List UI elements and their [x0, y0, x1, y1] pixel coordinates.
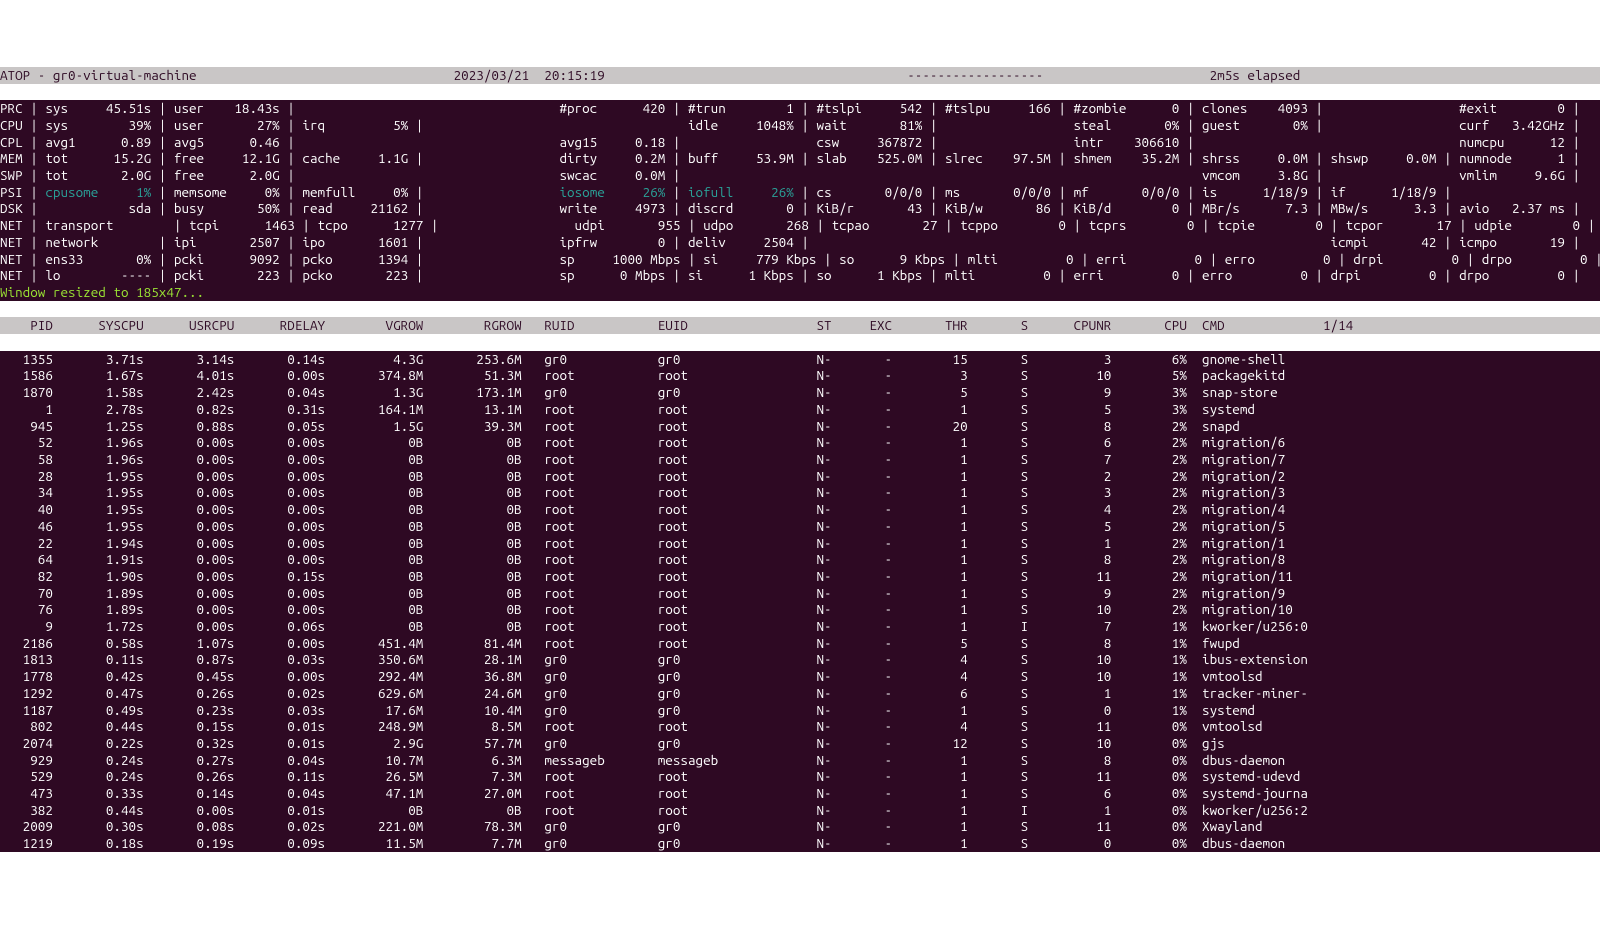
process-row[interactable]: 1292 0.47s 0.26s 0.02s 629.6M 24.6M gr0 …: [0, 685, 1600, 702]
process-row[interactable]: 929 0.24s 0.27s 0.04s 10.7M 6.3M message…: [0, 752, 1600, 769]
process-row[interactable]: 1870 1.58s 2.42s 0.04s 1.3G 173.1M gr0 g…: [0, 384, 1600, 401]
process-row[interactable]: 76 1.89s 0.00s 0.00s 0B 0B root root N- …: [0, 601, 1600, 618]
process-row[interactable]: 529 0.24s 0.26s 0.11s 26.5M 7.3M root ro…: [0, 768, 1600, 785]
process-row[interactable]: 1355 3.71s 3.14s 0.14s 4.3G 253.6M gr0 g…: [0, 351, 1600, 368]
process-row[interactable]: 2074 0.22s 0.32s 0.01s 2.9G 57.7M gr0 gr…: [0, 735, 1600, 752]
atop-process-header: PID SYSCPU USRCPU RDELAY VGROW RGROW RUI…: [0, 317, 1600, 334]
process-row[interactable]: 382 0.44s 0.00s 0.01s 0B 0B root root N-…: [0, 802, 1600, 819]
process-row[interactable]: 1778 0.42s 0.45s 0.00s 292.4M 36.8M gr0 …: [0, 668, 1600, 685]
atop-process-list[interactable]: 1355 3.71s 3.14s 0.14s 4.3G 253.6M gr0 g…: [0, 351, 1600, 852]
process-row[interactable]: 1187 0.49s 0.23s 0.03s 17.6M 10.4M gr0 g…: [0, 702, 1600, 719]
process-row[interactable]: 22 1.94s 0.00s 0.00s 0B 0B root root N- …: [0, 535, 1600, 552]
process-row[interactable]: 9 1.72s 0.00s 0.06s 0B 0B root root N- -…: [0, 618, 1600, 635]
process-row[interactable]: 802 0.44s 0.15s 0.01s 248.9M 8.5M root r…: [0, 718, 1600, 735]
process-row[interactable]: 2186 0.58s 1.07s 0.00s 451.4M 81.4M root…: [0, 635, 1600, 652]
process-row[interactable]: 46 1.95s 0.00s 0.00s 0B 0B root root N- …: [0, 518, 1600, 535]
process-row[interactable]: 1219 0.18s 0.19s 0.09s 11.5M 7.7M gr0 gr…: [0, 835, 1600, 852]
process-row[interactable]: 52 1.96s 0.00s 0.00s 0B 0B root root N- …: [0, 434, 1600, 451]
atop-system-stats: PRC | sys 45.51s | user 18.43s | #proc 4…: [0, 100, 1600, 300]
process-row[interactable]: 40 1.95s 0.00s 0.00s 0B 0B root root N- …: [0, 501, 1600, 518]
process-row[interactable]: 64 1.91s 0.00s 0.00s 0B 0B root root N- …: [0, 551, 1600, 568]
process-row[interactable]: 82 1.90s 0.00s 0.15s 0B 0B root root N- …: [0, 568, 1600, 585]
process-row[interactable]: 1813 0.11s 0.87s 0.03s 350.6M 28.1M gr0 …: [0, 651, 1600, 668]
process-row[interactable]: 1586 1.67s 4.01s 0.00s 374.8M 51.3M root…: [0, 367, 1600, 384]
process-row[interactable]: 1 2.78s 0.82s 0.31s 164.1M 13.1M root ro…: [0, 401, 1600, 418]
process-row[interactable]: 473 0.33s 0.14s 0.04s 47.1M 27.0M root r…: [0, 785, 1600, 802]
atop-top-bar: ATOP - gr0-virtual-machine 2023/03/21 20…: [0, 67, 1600, 84]
process-row[interactable]: 945 1.25s 0.88s 0.05s 1.5G 39.3M root ro…: [0, 418, 1600, 435]
process-row[interactable]: 34 1.95s 0.00s 0.00s 0B 0B root root N- …: [0, 484, 1600, 501]
process-row[interactable]: 2009 0.30s 0.08s 0.02s 221.0M 78.3M gr0 …: [0, 818, 1600, 835]
process-row[interactable]: 58 1.96s 0.00s 0.00s 0B 0B root root N- …: [0, 451, 1600, 468]
process-row[interactable]: 70 1.89s 0.00s 0.00s 0B 0B root root N- …: [0, 585, 1600, 602]
process-row[interactable]: 28 1.95s 0.00s 0.00s 0B 0B root root N- …: [0, 468, 1600, 485]
